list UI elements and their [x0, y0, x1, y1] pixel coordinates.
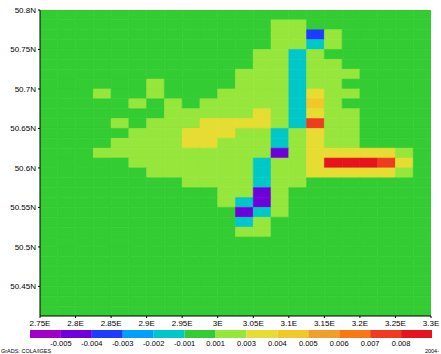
- svg-text:-0.004: -0.004: [81, 339, 102, 348]
- svg-text:3.3E: 3.3E: [423, 319, 433, 328]
- svg-text:50.65N: 50.65N: [10, 124, 36, 133]
- svg-text:50.8N: 50.8N: [15, 6, 37, 15]
- svg-text:0.007: 0.007: [361, 339, 380, 348]
- svg-text:50.55N: 50.55N: [10, 203, 36, 212]
- svg-text:3.1E: 3.1E: [281, 319, 297, 328]
- svg-text:2.8E: 2.8E: [67, 319, 83, 328]
- svg-text:3.05E: 3.05E: [243, 319, 264, 328]
- svg-text:-0.002: -0.002: [143, 339, 164, 348]
- svg-text:50.75N: 50.75N: [10, 45, 36, 54]
- svg-text:2.85E: 2.85E: [101, 319, 122, 328]
- svg-text:3.15E: 3.15E: [314, 319, 335, 328]
- svg-text:50.5N: 50.5N: [15, 243, 37, 252]
- svg-text:0.005: 0.005: [299, 339, 318, 348]
- svg-text:3.25E: 3.25E: [385, 319, 406, 328]
- svg-text:0.004: 0.004: [268, 339, 287, 348]
- svg-text:2.95E: 2.95E: [172, 319, 193, 328]
- svg-text:0.008: 0.008: [392, 339, 411, 348]
- svg-text:-0.003: -0.003: [112, 339, 133, 348]
- svg-text:50.45N: 50.45N: [10, 282, 36, 291]
- svg-text:-0.005: -0.005: [50, 339, 71, 348]
- svg-text:2004-: 2004-: [425, 348, 433, 354]
- svg-text:2.75E: 2.75E: [30, 319, 51, 328]
- svg-text:0.001: 0.001: [206, 339, 225, 348]
- svg-text:GrADS: COLA/IGES: GrADS: COLA/IGES: [8, 348, 51, 354]
- svg-text:0.006: 0.006: [330, 339, 349, 348]
- svg-text:2.9E: 2.9E: [138, 319, 154, 328]
- svg-text:50.6N: 50.6N: [15, 164, 37, 173]
- svg-text:50.7N: 50.7N: [15, 85, 37, 94]
- svg-text:3.2E: 3.2E: [352, 319, 368, 328]
- svg-text:-0.001: -0.001: [174, 339, 195, 348]
- svg-text:3E: 3E: [213, 319, 223, 328]
- svg-text:0.003: 0.003: [237, 339, 256, 348]
